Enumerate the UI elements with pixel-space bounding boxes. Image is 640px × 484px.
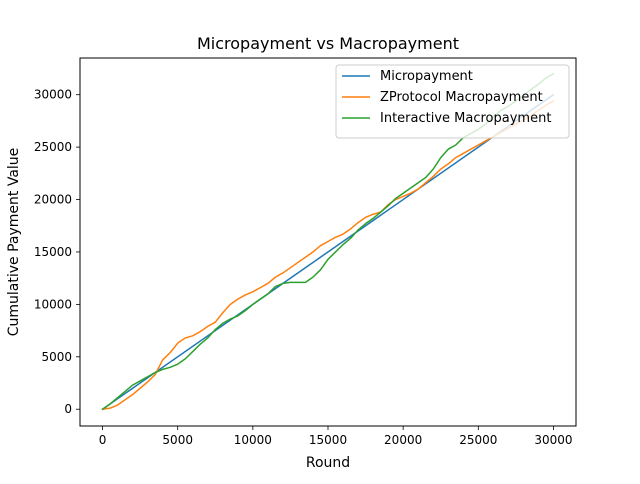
x-tick-label-0: 0	[99, 433, 107, 447]
y-tick-label-3: 15000	[34, 245, 72, 259]
x-axis-label: Round	[306, 455, 350, 471]
y-axis-label: Cumulative Payment Value	[6, 148, 22, 337]
x-tick-label-1: 5000	[162, 433, 193, 447]
legend-label-0: Micropayment	[380, 69, 473, 84]
y-tick-label-6: 30000	[34, 88, 72, 102]
legend: Micropayment ZProtocol Macropayment Intera…	[335, 64, 570, 139]
series-line-1	[101, 99, 555, 411]
axis-ticks: 0 5000 10000 15000 20000 25000 30000 0 5000 10000…	[34, 88, 573, 447]
legend-label-1: ZProtocol Macropayment	[380, 90, 543, 105]
x-tick-label-4: 20000	[384, 433, 422, 447]
y-tick-label-4: 20000	[34, 193, 72, 207]
legend-label-2: Interactive Macropayment	[380, 111, 551, 126]
x-tick-label-5: 25000	[459, 433, 497, 447]
y-tick-label-0: 0	[64, 402, 72, 416]
chart-title: Micropayment vs Macropayment	[197, 34, 459, 53]
y-tick-label-5: 25000	[34, 140, 72, 154]
series-line-0	[101, 93, 555, 411]
y-tick-label-1: 5000	[41, 350, 72, 364]
y-tick-label-2: 10000	[34, 297, 72, 311]
x-tick-label-6: 30000	[534, 433, 572, 447]
x-tick-label-3: 15000	[309, 433, 347, 447]
legend-box	[335, 64, 570, 139]
x-tick-label-2: 10000	[234, 433, 272, 447]
